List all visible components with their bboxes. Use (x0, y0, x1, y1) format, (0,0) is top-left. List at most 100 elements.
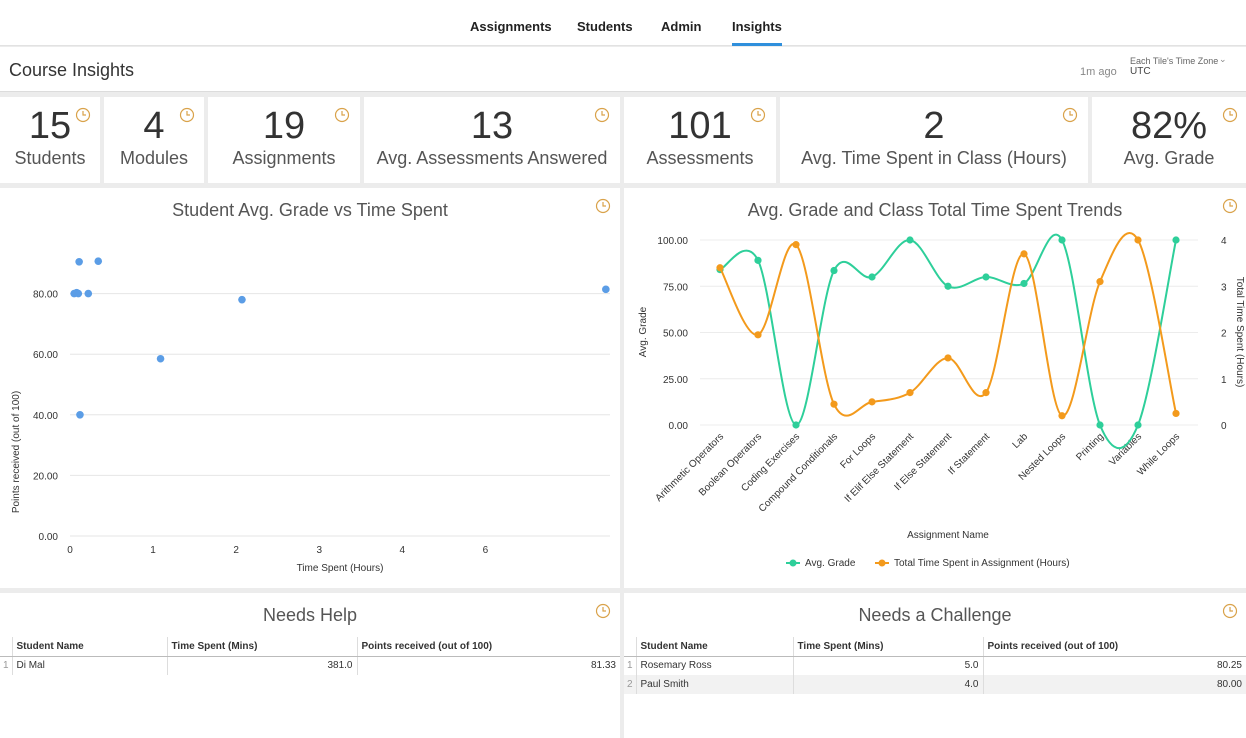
scatter-point[interactable] (602, 285, 610, 294)
data-point[interactable] (1058, 236, 1066, 244)
tab-admin[interactable]: Admin (661, 19, 702, 34)
timezone-label[interactable]: Each Tile's Time Zone (1130, 56, 1219, 66)
clock-icon[interactable] (179, 107, 195, 123)
data-point[interactable] (1096, 278, 1104, 286)
table-row[interactable]: 1 Rosemary Ross 5.0 80.25 (624, 656, 1246, 675)
kpi-label: Students (14, 148, 86, 168)
x-tick-label: 6 (483, 545, 489, 556)
x-tick-label: 3 (316, 545, 322, 556)
scatter-point[interactable] (94, 257, 103, 265)
student-name: Paul Smith (635, 675, 793, 694)
data-point[interactable] (792, 241, 800, 249)
clock-icon[interactable] (595, 198, 611, 214)
clock-icon[interactable] (1062, 107, 1078, 123)
x-tick-label: If Statement (946, 431, 992, 477)
scatter-point[interactable] (84, 289, 93, 298)
row-number: 1 (626, 660, 633, 672)
panel-title: Needs a Challenge (858, 605, 1012, 625)
x-tick-label: 1 (150, 545, 156, 556)
tab-insights[interactable]: Insights (732, 19, 782, 46)
clock-icon[interactable] (1222, 198, 1238, 214)
data-point[interactable] (792, 421, 800, 429)
data-point[interactable] (1020, 279, 1028, 288)
data-point[interactable] (1096, 421, 1104, 429)
column-header[interactable]: Student Name (635, 637, 793, 657)
clock-icon[interactable] (750, 107, 766, 123)
column-header[interactable]: Student Name (11, 637, 167, 657)
data-point[interactable] (944, 282, 952, 290)
chevron-down-icon[interactable]: ⌄ (1219, 54, 1227, 64)
clock-icon[interactable] (595, 603, 611, 619)
chart-title: Student Avg. Grade vs Time Spent (172, 200, 448, 220)
data-point[interactable] (754, 331, 762, 339)
scatter-point[interactable] (76, 411, 84, 419)
column-header[interactable]: Time Spent (Mins) (792, 637, 983, 657)
data-point[interactable] (1134, 236, 1142, 244)
tab-students[interactable]: Students (577, 19, 633, 34)
legend-time-spent[interactable]: Total Time Spent in Assignment (Hours) (875, 558, 1070, 569)
data-point[interactable] (1172, 409, 1180, 418)
data-point[interactable] (906, 236, 914, 244)
data-point[interactable] (868, 398, 876, 406)
clock-icon[interactable] (334, 107, 350, 123)
scatter-point[interactable] (238, 295, 246, 304)
x-tick-label: 4 (400, 545, 406, 556)
data-point[interactable] (1134, 421, 1142, 429)
kpi-label: Avg. Time Spent in Class (Hours) (801, 148, 1067, 168)
x-tick-label: Variables (1107, 431, 1144, 468)
scatter-point[interactable] (75, 257, 83, 266)
data-point[interactable] (982, 389, 990, 397)
clock-icon[interactable] (1222, 603, 1238, 619)
y-tick-label: 40.00 (33, 411, 58, 422)
data-point[interactable] (906, 389, 914, 397)
y-tick-label: 50.00 (663, 329, 688, 340)
y-tick-label: 25.00 (663, 375, 688, 386)
timezone-value[interactable]: UTC (1130, 66, 1151, 77)
clock-icon[interactable] (75, 107, 91, 123)
needs-help-panel: Needs Help Student Name Time Spent (Mins… (0, 593, 620, 738)
data-point[interactable] (982, 273, 990, 281)
data-point[interactable] (1058, 412, 1066, 420)
x-tick-label: If Elif Else Statement (843, 431, 917, 505)
column-header[interactable]: Points received (out of 100) (356, 637, 620, 657)
legend-avg-grade[interactable]: Avg. Grade (786, 558, 856, 569)
y-tick-label: 75.00 (663, 282, 688, 293)
kpi-value: 4 (143, 105, 165, 147)
kpi-value: 101 (668, 105, 732, 147)
page-header: Course Insights 1m ago Each Tile's Time … (0, 47, 1246, 92)
x-axis-label: Time Spent (Hours) (297, 563, 384, 574)
y2-tick-label: 1 (1221, 375, 1227, 386)
kpi-assignments: 19 Assignments (208, 97, 360, 183)
clock-icon[interactable] (594, 107, 610, 123)
kpi-value: 2 (923, 105, 945, 147)
data-point[interactable] (754, 256, 762, 264)
y-tick-label: 0.00 (39, 532, 59, 543)
tab-assignments[interactable]: Assignments (470, 19, 552, 34)
data-point[interactable] (1020, 250, 1028, 258)
time-spent: 4.0 (792, 675, 983, 694)
clock-icon[interactable] (1222, 107, 1238, 123)
y2-tick-label: 0 (1221, 421, 1227, 432)
data-point[interactable] (944, 354, 952, 362)
kpi-label: Assessments (646, 148, 754, 168)
column-header[interactable]: Time Spent (Mins) (166, 637, 357, 657)
y-axis-label: Avg. Grade (638, 306, 649, 357)
data-point[interactable] (716, 264, 724, 272)
data-point[interactable] (868, 273, 876, 281)
table-row[interactable]: 1 Di Mal 381.0 81.33 (0, 656, 620, 675)
table-row[interactable]: 2 Paul Smith 4.0 80.00 (624, 675, 1246, 694)
scatter-point[interactable] (74, 289, 83, 298)
data-point[interactable] (830, 400, 838, 408)
scatter-point[interactable] (156, 354, 165, 363)
y-tick-label: 0.00 (669, 421, 689, 432)
data-point[interactable] (830, 266, 838, 275)
y-tick-label: 20.00 (33, 471, 58, 482)
row-number-header (0, 637, 12, 657)
column-header[interactable]: Points received (out of 100) (982, 637, 1246, 657)
needs-help-table: Student Name Time Spent (Mins) Points re… (0, 637, 620, 675)
student-name: Di Mal (11, 656, 167, 675)
y-tick-label: 60.00 (33, 350, 58, 361)
kpi-label: Avg. Assessments Answered (376, 148, 608, 168)
kpi-avg-time: 2 Avg. Time Spent in Class (Hours) (780, 97, 1088, 183)
data-point[interactable] (1172, 236, 1180, 244)
